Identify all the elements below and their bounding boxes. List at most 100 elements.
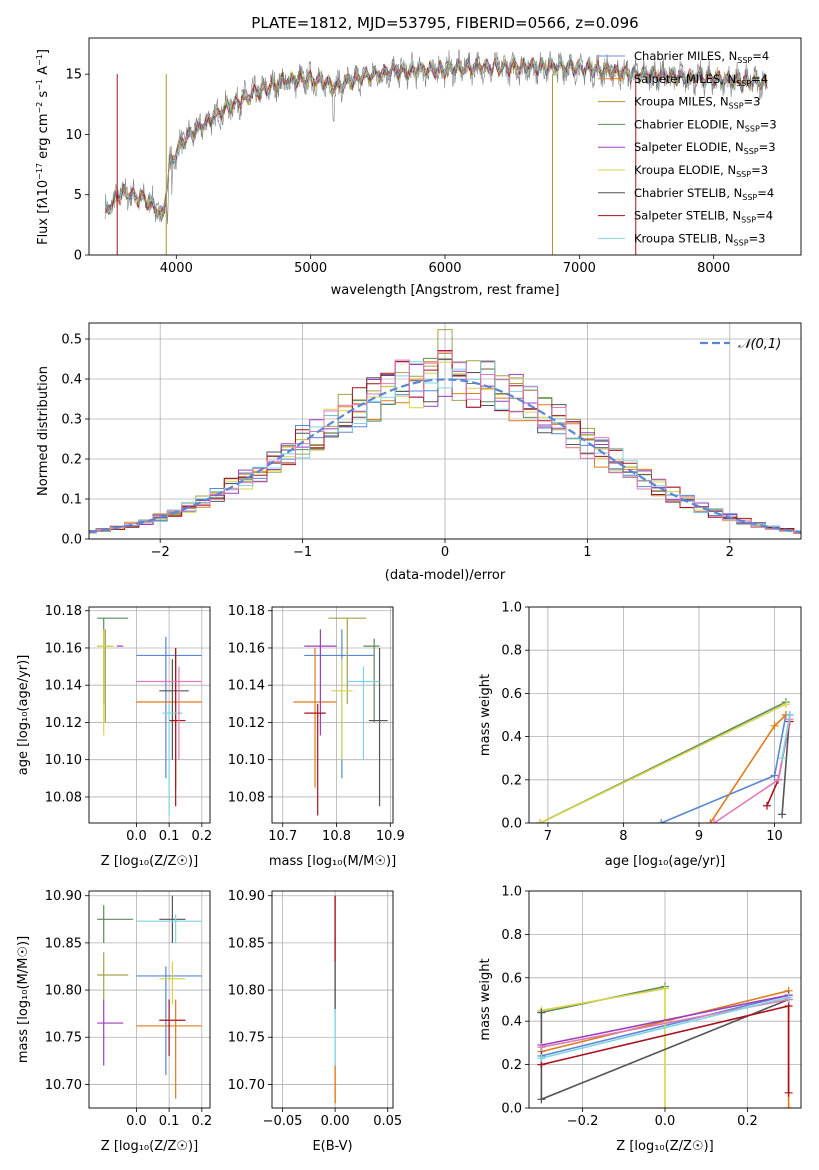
mass_vs_ebv-axes — [268, 891, 393, 1112]
mass_vs_Z-axes — [85, 891, 210, 1112]
normal-legend-label: 𝒩(0,1) — [738, 337, 781, 352]
y-tick-label: 10.14 — [228, 679, 265, 694]
legend-nssp: =3 — [759, 140, 776, 154]
spectrum-model-line — [104, 57, 768, 218]
y-tick-label: 10.85 — [45, 936, 82, 951]
mass-weight-marker — [710, 819, 719, 823]
x-tick-label: 7 — [544, 829, 552, 844]
spectrum-ylabel: Flux [fλ10−17 erg cm−2 s−1 A−1] — [35, 49, 51, 245]
y-tick-label: 10.10 — [228, 753, 265, 768]
legend-entry: Salpeter STELIB, NSSP=4 — [634, 209, 773, 225]
legend-entry: Kroupa MILES, NSSP=3 — [634, 95, 760, 111]
mass-weight-line — [781, 714, 791, 759]
y-tick-label: 10.16 — [228, 641, 265, 656]
spectrum-xlabel: wavelength [Angstrom, rest frame] — [331, 283, 560, 298]
massweight_vs_age-xlabel: age [log₁₀(age/yr)] — [605, 854, 726, 869]
y-tick-label: 0.6 — [501, 971, 522, 986]
mass-weight-marker — [536, 819, 545, 823]
y-tick-label: 10.12 — [45, 716, 82, 731]
y-tick-label: 10.08 — [228, 790, 265, 805]
mass-weight-marker — [537, 1095, 546, 1104]
age_vs_mass-xlabel: mass [log₁₀(M/M☉)] — [269, 854, 396, 869]
x-tick-label: 0.2 — [737, 1114, 758, 1129]
legend-entry: Salpeter MILES, NSSP=4 — [634, 72, 768, 88]
y-tick-label: 0.0 — [61, 533, 82, 548]
massweight_vs_age-frame — [528, 606, 802, 824]
age_vs_mass-axes — [268, 607, 393, 827]
residuals-ylabel: Normed distribution — [36, 366, 51, 496]
mass-weight-marker — [763, 801, 771, 810]
mass-weight-marker — [661, 1104, 669, 1108]
y-tick-label: 0 — [74, 249, 82, 264]
legend-sub: SSP — [734, 238, 749, 247]
legend-entry: Salpeter ELODIE, NSSP=3 — [634, 140, 776, 156]
mass-weight-marker — [770, 721, 779, 730]
mass_vs_ebv-frame — [271, 890, 394, 1109]
y-tick-label: 10.16 — [45, 641, 82, 656]
y-tick-label: 15 — [65, 68, 82, 83]
mass-weight-marker — [661, 984, 669, 993]
mass-weight-line — [713, 719, 791, 823]
y-tick-label: 10.90 — [45, 889, 82, 904]
massweight_vs_age-ylabel: mass weight — [478, 674, 493, 756]
mass-weight-line — [541, 994, 789, 1046]
mass-weight-marker — [781, 700, 790, 709]
mass-weight-marker — [706, 819, 715, 823]
x-tick-label: 7000 — [563, 261, 596, 276]
y-tick-label: 0.4 — [501, 730, 522, 745]
x-tick-label: 0.2 — [191, 829, 212, 844]
x-tick-label: 0.00 — [321, 1114, 350, 1129]
y-tick-label: 0.3 — [61, 413, 82, 428]
y-tick-label: 0.2 — [501, 1058, 522, 1073]
y-tick-label: 0.2 — [61, 453, 82, 468]
age_vs_mass-plot — [293, 617, 388, 816]
y-tick-label: 10.10 — [45, 753, 82, 768]
y-tick-label: 0.4 — [61, 373, 82, 388]
massweight_vs_Z-frame — [528, 890, 802, 1109]
legend-sub: SSP — [736, 79, 751, 88]
y-tick-label: 10.75 — [45, 1031, 82, 1046]
massweight_vs_age-axes — [525, 606, 801, 827]
legend-nssp: =4 — [751, 72, 768, 86]
x-tick-label: 0.1 — [159, 829, 180, 844]
mass_vs_ebv-xlabel: E(B-V) — [312, 1139, 352, 1154]
age_vs_Z-xlabel: Z [log₁₀(Z/Z☉)] — [101, 854, 198, 869]
x-tick-label: 0.0 — [126, 1114, 147, 1129]
mass-weight-marker — [778, 754, 787, 763]
y-tick-label: 1.0 — [501, 601, 522, 616]
residuals-axes — [85, 323, 801, 543]
y-tick-label: 10.85 — [228, 936, 265, 951]
legend-sub: SSP — [737, 56, 752, 65]
y-tick-label: 0.2 — [501, 773, 522, 788]
legend-nssp: =4 — [757, 186, 774, 200]
x-tick-label: −0.05 — [263, 1114, 303, 1129]
y-tick-label: 10.08 — [45, 790, 82, 805]
age_vs_Z-frame — [88, 606, 211, 824]
y-tick-label: 0.6 — [501, 687, 522, 702]
x-tick-label: 0.2 — [191, 1114, 212, 1129]
mass-weight-marker — [537, 1054, 546, 1063]
x-tick-label: 0.05 — [373, 1114, 402, 1129]
legend-entry: Kroupa ELODIE, NSSP=3 — [634, 163, 768, 179]
x-tick-label: 10.7 — [268, 829, 297, 844]
mass-weight-marker — [537, 1008, 546, 1017]
massweight_vs_Z-ylabel: mass weight — [478, 958, 493, 1040]
normal-curve — [89, 378, 801, 534]
y-tick-label: 10.70 — [228, 1078, 265, 1093]
x-tick-label: 4000 — [160, 261, 193, 276]
legend-sub: SSP — [729, 102, 744, 111]
legend-sub: SSP — [745, 124, 760, 133]
x-tick-label: 0.0 — [126, 829, 147, 844]
legend-entry: Chabrier MILES, NSSP=4 — [634, 49, 769, 65]
x-tick-label: −2 — [151, 545, 170, 560]
y-tick-label: 10.12 — [228, 716, 265, 731]
y-tick-label: 10.18 — [228, 604, 265, 619]
y-tick-label: 0.0 — [501, 817, 522, 832]
y-tick-label: 10.75 — [228, 1031, 265, 1046]
x-tick-label: 5000 — [294, 261, 327, 276]
x-tick-label: −0.2 — [567, 1114, 599, 1129]
x-tick-label: 6000 — [428, 261, 461, 276]
x-tick-label: −1 — [293, 545, 312, 560]
mass-weight-marker — [778, 810, 787, 819]
x-tick-label: 10.9 — [376, 829, 405, 844]
